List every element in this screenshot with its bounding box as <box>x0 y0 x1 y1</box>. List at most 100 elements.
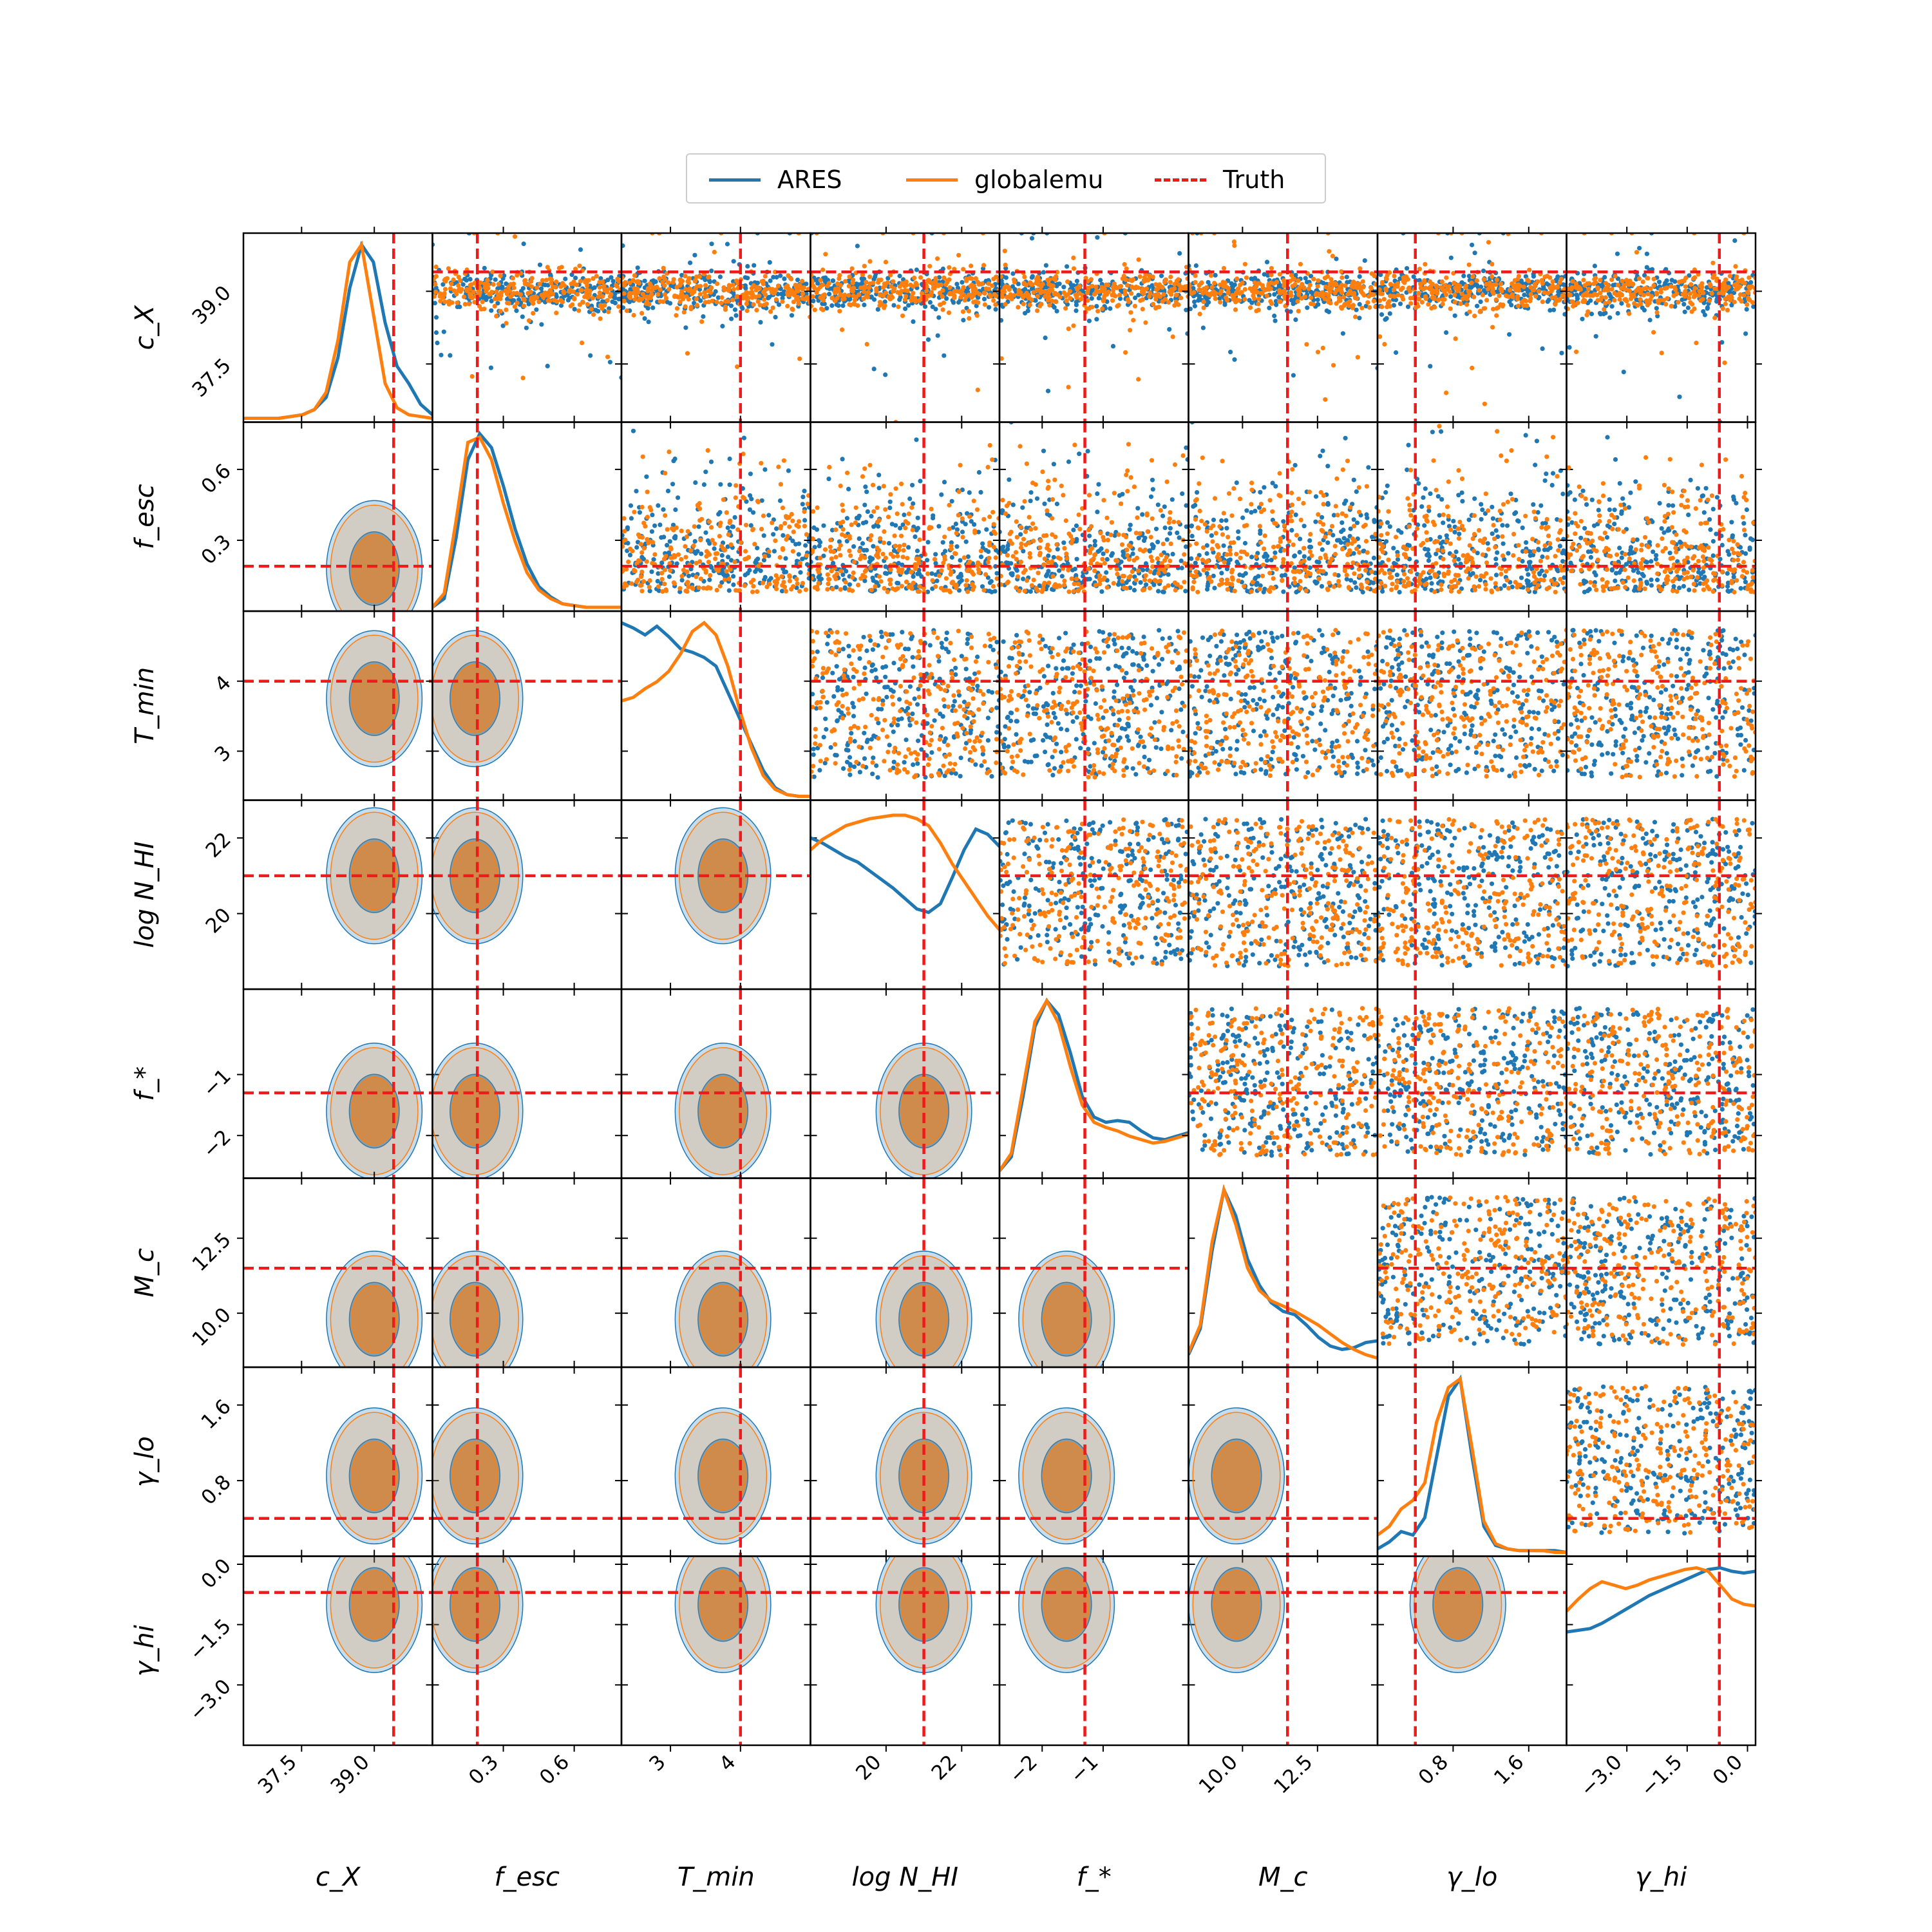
scatter-point <box>991 276 996 281</box>
scatter-point <box>820 293 826 298</box>
scatter-point <box>630 428 636 433</box>
scatter-point <box>1527 267 1532 272</box>
scatter-point <box>1169 292 1174 297</box>
scatter-point <box>1658 290 1663 295</box>
scatter-point <box>1078 297 1083 302</box>
scatter-point <box>1221 266 1227 271</box>
scatter-point <box>1379 281 1385 286</box>
scatter-point <box>589 307 594 312</box>
scatter-point <box>1622 287 1627 292</box>
scatter-point <box>1188 307 1193 312</box>
scatter-point <box>451 288 457 293</box>
scatter-point <box>1452 313 1457 318</box>
scatter-point <box>826 477 831 482</box>
scatter-point <box>1423 285 1428 290</box>
scatter-point <box>649 529 655 534</box>
scatter-point <box>659 571 665 576</box>
scatter-point <box>1645 276 1650 281</box>
scatter-point <box>1311 301 1316 307</box>
scatter-point <box>572 296 577 301</box>
scatter-point <box>915 526 920 531</box>
scatter-point <box>1582 283 1587 288</box>
scatter-point <box>770 305 775 310</box>
scatter-point <box>1453 336 1458 341</box>
scatter-point <box>983 286 989 291</box>
scatter-point <box>1482 401 1487 406</box>
scatter-point <box>500 323 506 328</box>
scatter-point <box>688 548 694 553</box>
scatter-point <box>902 297 908 302</box>
scatter-point <box>944 296 949 301</box>
scatter-point <box>991 522 996 527</box>
scatter-point <box>958 558 963 563</box>
scatter-point <box>1167 327 1172 332</box>
scatter-point <box>1586 309 1591 314</box>
scatter-point <box>767 260 772 265</box>
scatter-point <box>1289 273 1294 278</box>
scatter-point <box>668 555 674 560</box>
scatter-point <box>936 315 942 320</box>
scatter-point <box>529 284 535 289</box>
scatter-point <box>1531 288 1537 293</box>
scatter-point <box>1173 299 1179 305</box>
scatter-point <box>953 521 958 527</box>
scatter-point <box>1727 274 1733 279</box>
scatter-point <box>1029 236 1035 241</box>
scatter-point <box>1383 317 1388 322</box>
scatter-point <box>1320 290 1325 295</box>
scatter-point <box>1371 298 1376 304</box>
scatter-point <box>692 279 697 284</box>
scatter-point <box>905 556 910 561</box>
scatter-point <box>752 542 757 547</box>
scatter-point <box>1180 491 1185 497</box>
scatter-point <box>1391 303 1396 308</box>
scatter-point <box>1123 277 1128 282</box>
scatter-point <box>881 484 886 489</box>
scatter-point <box>1315 302 1320 307</box>
scatter-point <box>1672 304 1678 309</box>
scatter-point <box>744 308 750 314</box>
scatter-point <box>442 287 448 292</box>
scatter-point <box>783 569 788 574</box>
scatter-point <box>710 538 715 543</box>
scatter-point <box>787 578 792 583</box>
scatter-point <box>699 551 704 556</box>
scatter-point <box>1619 286 1624 291</box>
scatter-point <box>1260 291 1265 296</box>
scatter-point <box>1085 449 1090 454</box>
scatter-point <box>438 299 443 304</box>
scatter-point <box>745 297 750 302</box>
scatter-point <box>722 287 727 292</box>
scatter-point <box>850 575 855 580</box>
scatter-point <box>585 295 591 300</box>
legend-entry-globalemu: globalemu <box>906 155 1103 205</box>
scatter-point <box>1297 289 1302 294</box>
scatter-point <box>1627 278 1633 283</box>
scatter-point <box>878 536 883 541</box>
scatter-point <box>795 278 800 283</box>
scatter-point <box>1128 522 1133 527</box>
scatter-point <box>1700 285 1705 290</box>
scatter-point <box>644 301 649 306</box>
scatter-point <box>1357 301 1362 307</box>
scatter-point <box>862 466 867 471</box>
scatter-point <box>636 532 641 537</box>
scatter-point <box>563 276 568 281</box>
scatter-point <box>1491 307 1496 312</box>
scatter-point <box>751 583 756 589</box>
scatter-point <box>644 474 649 479</box>
scatter-point <box>900 554 905 560</box>
scatter-point <box>981 587 987 593</box>
scatter-point <box>704 549 709 554</box>
scatter-point <box>773 538 778 544</box>
scatter-point <box>1063 306 1068 311</box>
scatter-point <box>1480 292 1485 298</box>
scatter-point <box>741 435 746 440</box>
scatter-point <box>1101 296 1106 301</box>
scatter-point <box>755 499 761 505</box>
scatter-point <box>721 546 726 551</box>
scatter-point <box>1347 303 1352 308</box>
scatter-point <box>1197 312 1202 317</box>
scatter-point <box>634 545 639 550</box>
scatter-point <box>485 278 490 283</box>
